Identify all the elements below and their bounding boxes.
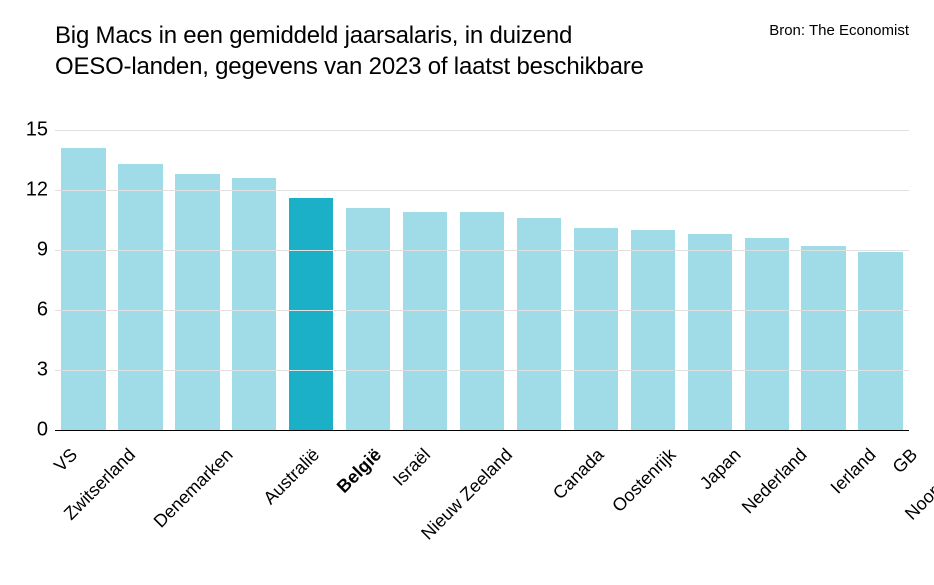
y-tick-label: 15 [10, 119, 48, 142]
bar-slot [169, 130, 226, 430]
bar [346, 208, 390, 430]
x-axis-label-text: VS [50, 444, 82, 476]
x-axis-label-text: Denemarken [150, 444, 238, 532]
x-axis-label-text: GB [888, 444, 921, 477]
bar [858, 252, 902, 430]
bar-slot [738, 130, 795, 430]
x-label-slot: GB [894, 436, 920, 457]
bar-slot [795, 130, 852, 430]
chart-title-line1: Big Macs in een gemiddeld jaarsalaris, i… [55, 22, 572, 49]
x-label-slot: België [344, 436, 398, 457]
x-axis-labels: VSZwitserlandDenemarkenAustraliëBelgiëIs… [55, 436, 909, 457]
bar [801, 246, 845, 430]
x-label-slot: Ierland [838, 436, 893, 457]
bar-slot [567, 130, 624, 430]
x-axis-label: Ierland [847, 425, 901, 479]
bar-slot [340, 130, 397, 430]
bar-slot [112, 130, 169, 430]
x-label-slot: VS [55, 436, 79, 457]
bar-slot [55, 130, 112, 430]
plot-area: 03691215 [55, 130, 909, 430]
x-label-slot: Japan [706, 436, 755, 457]
bar [631, 230, 675, 430]
y-tick-label: 0 [10, 419, 48, 442]
bar [460, 212, 504, 430]
gridline [55, 310, 909, 311]
x-label-slot: Nieuw Zeeland [442, 436, 562, 457]
x-label-slot: Nederland [755, 436, 838, 457]
x-label-slot: Canada [562, 436, 625, 457]
chart-source: Bron: The Economist [769, 22, 909, 39]
y-tick-label: 12 [10, 179, 48, 202]
bars-container [55, 130, 909, 430]
bar [175, 174, 219, 430]
bar-slot [624, 130, 681, 430]
x-label-slot: Israël [398, 436, 442, 457]
gridline [55, 190, 909, 191]
x-axis-label: Canada [572, 422, 631, 481]
y-tick-label: 6 [10, 299, 48, 322]
bar-slot [454, 130, 511, 430]
bar-slot [283, 130, 340, 430]
bar [403, 212, 447, 430]
bar [574, 228, 618, 430]
bar [688, 234, 732, 430]
bar-slot [226, 130, 283, 430]
x-label-slot: Australië [274, 436, 344, 457]
bar [232, 178, 276, 430]
bigmac-chart: Big Macs in een gemiddeld jaarsalaris, i… [0, 0, 934, 585]
x-label-slot: Noorwegen [920, 436, 934, 457]
gridline [55, 370, 909, 371]
gridline [55, 430, 909, 431]
bar [745, 238, 789, 430]
y-tick-label: 3 [10, 359, 48, 382]
x-label-slot: Oostenrijk [625, 436, 706, 457]
bar [118, 164, 162, 430]
x-label-slot: Zwitserland [79, 436, 171, 457]
bar-slot [681, 130, 738, 430]
chart-title-line2: OESO-landen, gegevens van 2023 of laatst… [55, 53, 644, 80]
bar-slot [852, 130, 909, 430]
gridline [55, 250, 909, 251]
bar-slot [511, 130, 568, 430]
x-label-slot: Denemarken [171, 436, 274, 457]
gridline [55, 130, 909, 131]
bar [289, 198, 333, 430]
y-tick-label: 9 [10, 239, 48, 262]
bar-slot [397, 130, 454, 430]
